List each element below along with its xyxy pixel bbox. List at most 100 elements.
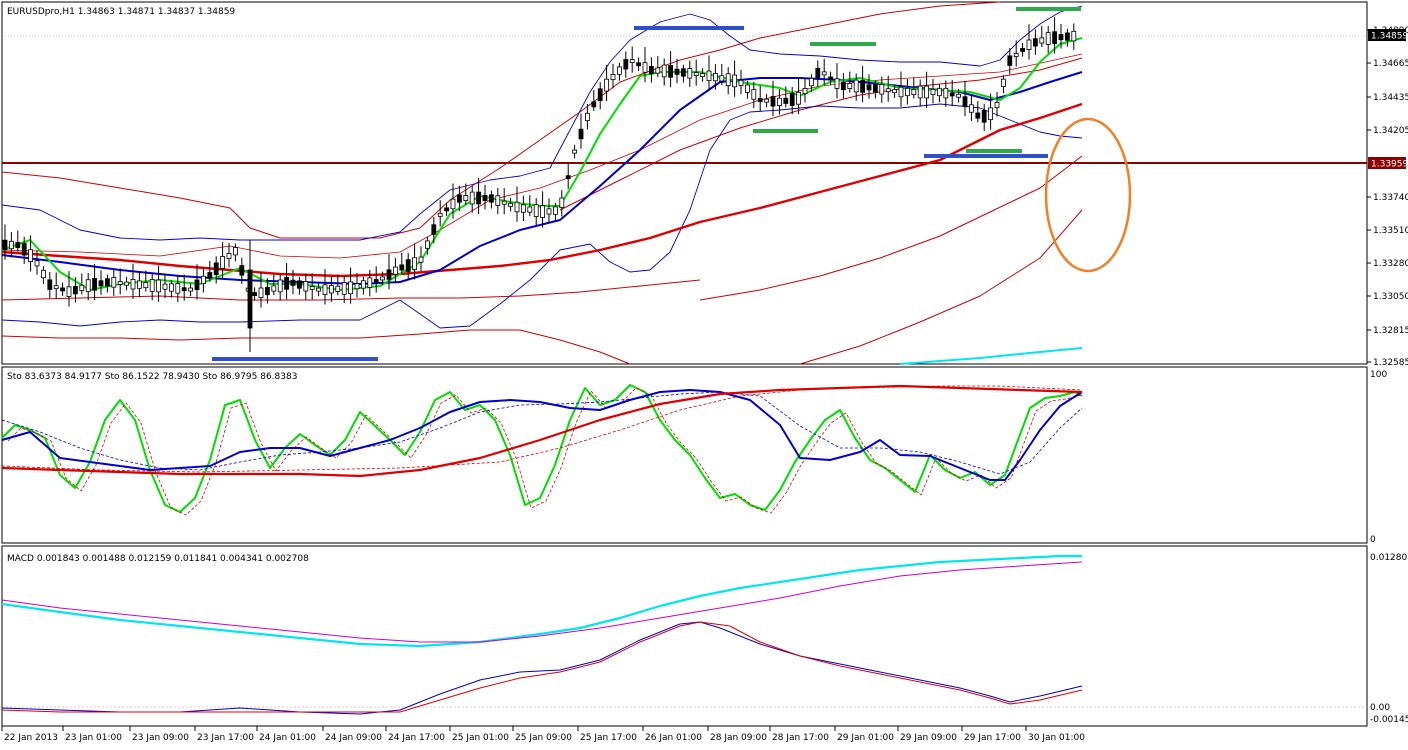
candle-body <box>751 89 757 100</box>
candle-body <box>860 80 865 93</box>
candle-body <box>623 59 629 70</box>
candle-body <box>290 279 296 286</box>
candle-body <box>469 191 475 205</box>
candle-body <box>725 73 731 86</box>
candle-body <box>585 112 590 122</box>
candle-body <box>591 101 597 108</box>
candle-body <box>508 202 514 207</box>
candle-body <box>687 68 693 79</box>
price-tick-label: 1.33050 <box>1373 292 1408 302</box>
price-tick-label: 1.34435 <box>1373 93 1408 103</box>
candle-body <box>514 201 520 213</box>
time-tick-label: 29 Jan 01:00 <box>837 733 894 743</box>
candle-body <box>828 76 833 81</box>
candle-body <box>892 89 897 94</box>
candle-body <box>732 74 737 88</box>
candle-body <box>924 85 929 99</box>
candle-body <box>1013 53 1019 57</box>
candle-body <box>303 281 309 292</box>
candle-body <box>354 283 360 290</box>
candle-body <box>34 260 40 267</box>
candle-body <box>572 149 577 154</box>
candle-body <box>412 257 418 270</box>
price-tick-label: 1.33510 <box>1373 226 1408 236</box>
candle-body <box>745 84 750 93</box>
price-tick-label: 1.34205 <box>1373 126 1408 136</box>
macd-magenta-line <box>1 561 1083 643</box>
candle-body <box>1001 78 1006 87</box>
candle-body <box>917 85 923 99</box>
inner-band-upper <box>1 53 1083 259</box>
candle-body <box>969 104 974 113</box>
candle-body <box>540 205 545 218</box>
stochastic-fast-signal <box>7 387 1082 516</box>
time-tick-label: 23 Jan 01:00 <box>65 733 122 743</box>
candle-body <box>328 285 334 294</box>
candle-body <box>655 67 661 74</box>
candle-body <box>239 265 245 276</box>
candle-body <box>47 279 53 290</box>
candle-body <box>284 277 290 290</box>
candle-body <box>553 206 558 215</box>
candle-body <box>111 277 117 288</box>
candle-body <box>399 264 405 271</box>
candle-body <box>841 81 846 91</box>
macd-tick-bottom: -0.00145 <box>1370 715 1408 725</box>
candle-body <box>380 276 386 281</box>
macd-tick-top: 0.012807 <box>1370 553 1408 563</box>
candle-body <box>565 175 571 180</box>
candle-body <box>367 277 373 288</box>
candle-body <box>527 206 533 213</box>
candle-body <box>207 272 213 279</box>
bollinger-lower <box>1 103 1083 329</box>
time-tick-label: 24 Jan 09:00 <box>325 733 382 743</box>
candle-body <box>757 98 763 102</box>
candle-body <box>1045 32 1051 45</box>
candle-body <box>802 88 808 95</box>
candle-body <box>617 66 622 75</box>
outer-band-lower-right <box>799 209 1083 365</box>
candle-body <box>277 279 283 293</box>
candle-body <box>79 284 85 291</box>
candle-body <box>796 91 801 105</box>
price-tick-label: 1.33280 <box>1373 259 1408 269</box>
candle-body <box>898 86 904 98</box>
candle-body <box>604 78 609 92</box>
candle-body <box>700 73 705 77</box>
candle-body <box>693 72 699 77</box>
time-tick-label: 29 Jan 17:00 <box>964 733 1021 743</box>
price-pane[interactable]: 1.348901.346651.344351.342051.337401.335… <box>1 1 1408 368</box>
candle-body <box>1058 34 1064 41</box>
candle-body <box>533 204 539 217</box>
candle-body <box>546 208 552 215</box>
candle-body <box>21 242 27 256</box>
candle-body <box>271 285 277 292</box>
current-price-label-bg <box>1368 29 1406 41</box>
macd-red-line <box>1 621 1083 713</box>
candle-body <box>213 262 219 276</box>
macd-pane[interactable]: MACD 0.001843 0.001488 0.012159 0.011841… <box>1 545 1408 727</box>
candle-body <box>226 252 232 259</box>
candle-body <box>949 92 955 97</box>
candle-body <box>821 71 827 76</box>
candle-body <box>175 283 181 294</box>
price-pane-header: EURUSDpro,H1 1.34863 1.34871 1.34837 1.3… <box>7 7 235 17</box>
candle-body <box>418 256 424 263</box>
candle-body <box>1039 37 1045 44</box>
candle-body <box>642 62 648 73</box>
candle-body <box>296 280 302 289</box>
candle-body <box>1020 48 1025 52</box>
candle-body <box>348 281 354 295</box>
candle-body <box>853 79 859 93</box>
candle-body <box>482 194 488 201</box>
time-tick-label: 25 Jan 09:00 <box>515 733 572 743</box>
time-tick-label: 22 Jan 2013 <box>4 733 58 743</box>
candle-body <box>188 287 194 292</box>
time-tick-label: 30 Jan 01:00 <box>1028 733 1085 743</box>
stochastic-pane[interactable]: Sto 83.6373 84.9177 Sto 86.1522 78.9430 … <box>1 366 1387 545</box>
candle-body <box>1007 55 1013 66</box>
stochastic-fast-line <box>1 384 1083 513</box>
candle-body <box>149 279 155 292</box>
candle-body <box>450 198 456 210</box>
